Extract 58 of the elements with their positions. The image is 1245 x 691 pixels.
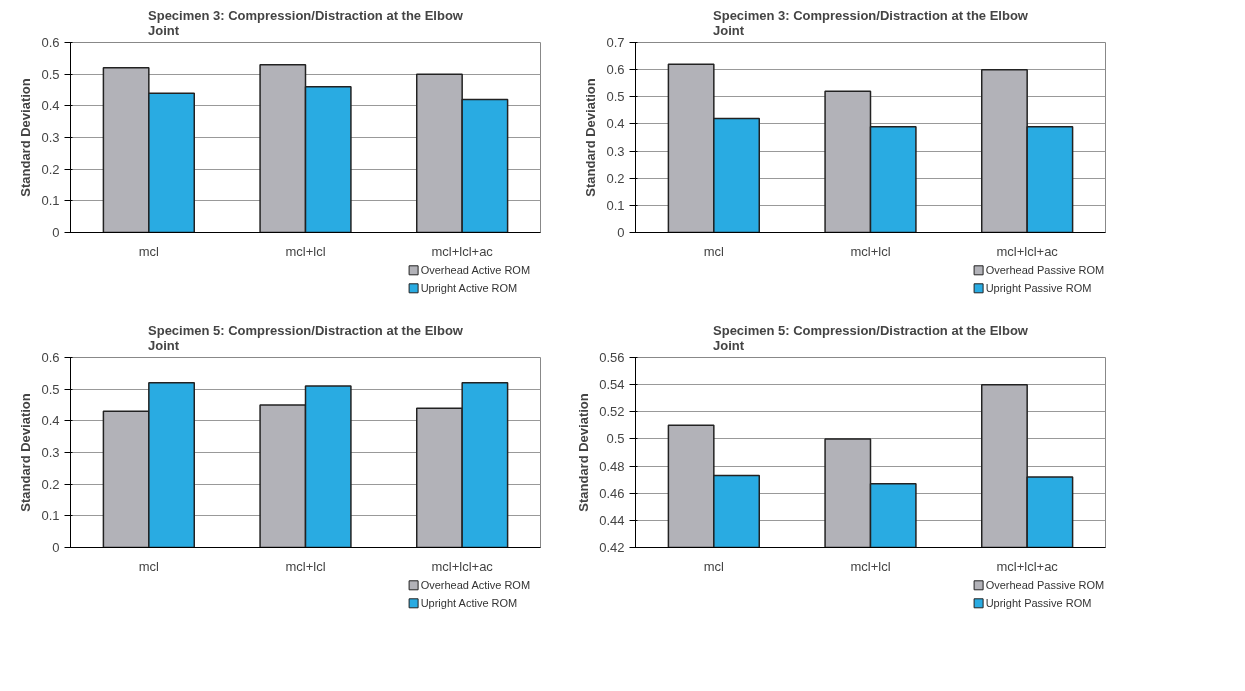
y-tick-label: 0.6 [41, 35, 60, 50]
y-tick-label: 0.2 [606, 170, 625, 186]
y-tick-label: 0.6 [41, 350, 60, 365]
y-tick-label: 0.56 [599, 350, 625, 365]
y-tick-label: 0.3 [41, 445, 60, 460]
y-tick-label: 0.46 [599, 485, 625, 501]
y-tick-label: 0.1 [41, 193, 60, 209]
legend-label: Upright Active ROM [420, 282, 518, 295]
chart-title: Specimen 5: Compression/Distraction at the Elbow Joint [713, 322, 1029, 353]
y-tick-label: 0.5 [41, 381, 60, 397]
y-axis-title: Standard Deviation [18, 393, 34, 512]
legend-label: Upright Passive ROM [985, 282, 1092, 295]
y-tick-label: 0.4 [606, 116, 625, 132]
legend-label: Overhead Active ROM [420, 579, 531, 592]
y-tick-label: 0.5 [41, 66, 60, 82]
y-tick-label: 0.2 [41, 161, 60, 177]
y-axis-title: Standard Deviation [583, 78, 599, 197]
legend-label: Overhead Passive ROM [985, 264, 1105, 277]
legend-label: Overhead Passive ROM [985, 579, 1105, 592]
y-tick-label: 0.4 [41, 413, 60, 429]
x-tick-label: mcl+lcl+ac [996, 558, 1059, 574]
y-axis-title: Standard Deviation [18, 78, 34, 197]
legend-label: Overhead Active ROM [420, 264, 531, 277]
y-tick-label: 0.44 [599, 512, 625, 528]
y-tick-label: 0.42 [599, 540, 625, 555]
legend-label: Upright Active ROM [420, 597, 518, 610]
y-axis-title: Standard Deviation [576, 393, 592, 512]
x-tick-label: mcl+lcl+ac [431, 243, 494, 259]
y-tick-label: 0.3 [41, 130, 60, 145]
y-tick-label: 0.3 [606, 143, 625, 159]
x-tick-label: mcl+lcl [850, 558, 891, 574]
y-tick-label: 0.48 [599, 458, 625, 474]
y-tick-label: 0.2 [41, 476, 60, 492]
y-tick-label: 0 [617, 225, 625, 240]
x-tick-label: mcl [138, 243, 160, 259]
y-tick-label: 0.1 [606, 197, 625, 213]
y-tick-label: 0.1 [41, 508, 60, 524]
x-tick-label: mcl+lcl [850, 243, 891, 259]
chart-title: Specimen 3: Compression/Distraction at the Elbow Joint [713, 7, 1029, 38]
y-tick-label: 0.5 [606, 89, 625, 105]
x-tick-label: mcl [138, 558, 160, 574]
y-tick-label: 0.52 [599, 404, 625, 420]
y-tick-label: 0 [52, 540, 60, 555]
x-tick-label: mcl+lcl+ac [431, 558, 494, 574]
y-tick-label: 0.6 [606, 62, 625, 78]
x-tick-label: mcl+lcl+ac [996, 243, 1059, 259]
y-tick-label: 0.54 [599, 377, 625, 393]
y-tick-label: 0.5 [606, 431, 625, 447]
y-tick-label: 0.7 [606, 35, 625, 50]
y-tick-label: 0.4 [41, 98, 60, 114]
x-tick-label: mcl [703, 558, 725, 574]
x-tick-label: mcl [703, 243, 725, 259]
x-tick-label: mcl+lcl [285, 243, 326, 259]
y-tick-label: 0 [52, 225, 60, 240]
legend-label: Upright Passive ROM [985, 597, 1092, 610]
x-tick-label: mcl+lcl [285, 558, 326, 574]
chart-title: Specimen 5: Compression/Distraction at the Elbow Joint [148, 322, 464, 353]
chart-title: Specimen 3: Compression/Distraction at the Elbow Joint [148, 7, 464, 38]
